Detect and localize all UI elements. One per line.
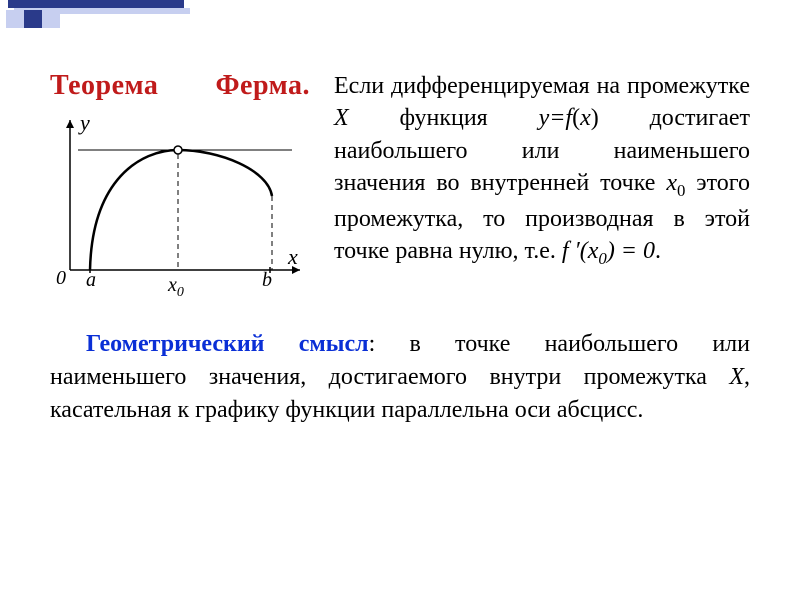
top-row: Теорема Ферма. xyxy=(50,70,750,300)
function-curve xyxy=(90,150,272,270)
label-x: x xyxy=(287,244,298,269)
theorem-body: Если дифференцируемая на промежутке X фу… xyxy=(334,70,750,271)
label-x0: x0 xyxy=(168,274,184,301)
corner-decoration xyxy=(0,0,190,32)
geometric-title: Геометрический смысл xyxy=(86,331,369,357)
y-axis-arrow xyxy=(66,120,74,128)
slide-content: Теорема Ферма. xyxy=(50,70,750,427)
label-O: 0 xyxy=(56,267,66,289)
deco-bar xyxy=(8,0,184,8)
graph-svg: 0 y x a b xyxy=(50,110,310,300)
label-b: b xyxy=(262,269,272,291)
deco-sq-1 xyxy=(6,10,24,28)
deco-sq-3 xyxy=(42,10,60,28)
label-y: y xyxy=(78,110,90,135)
geometric-paragraph: Геометрический смысл: в точке наибольшег… xyxy=(50,328,750,427)
left-column: Теорема Ферма. xyxy=(50,70,310,300)
fermat-graph: 0 y x a b x0 xyxy=(50,110,310,300)
deco-sq-2 xyxy=(24,10,42,28)
max-point xyxy=(174,146,182,154)
label-a: a xyxy=(86,269,96,291)
theorem-title: Теорема Ферма. xyxy=(50,70,310,102)
